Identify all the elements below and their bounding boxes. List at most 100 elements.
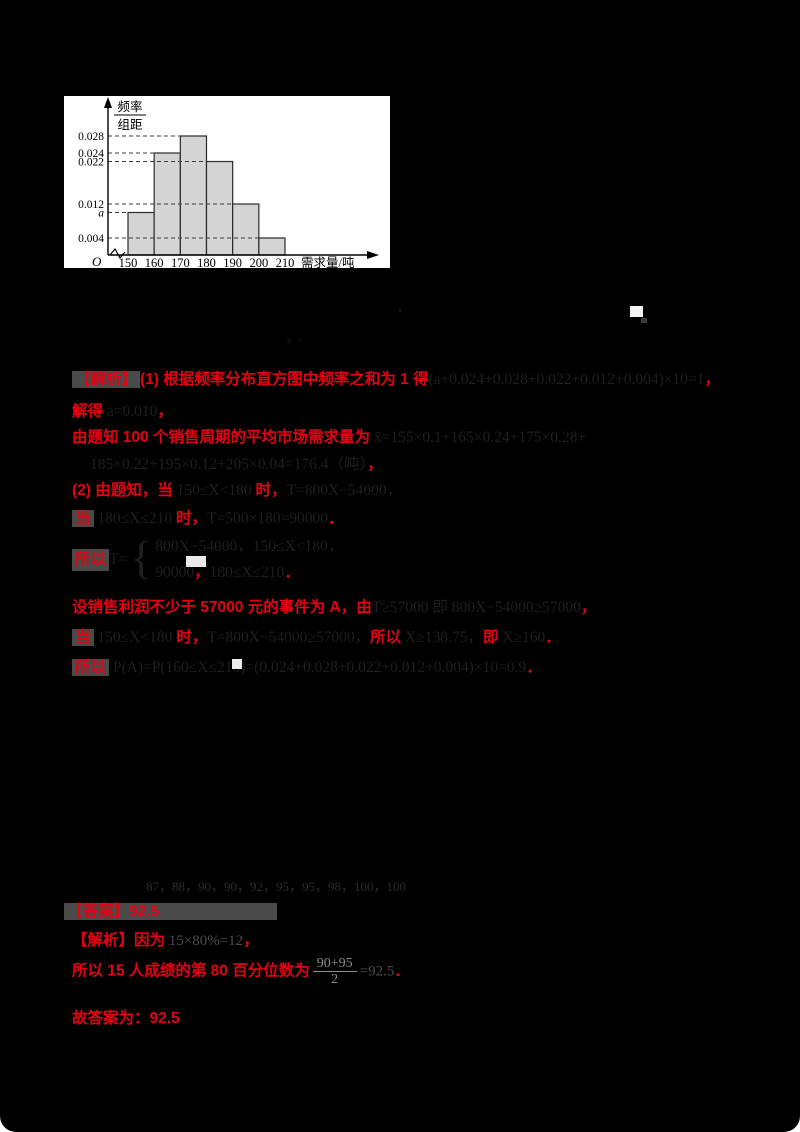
- text-segment: ，: [580, 599, 597, 616]
- x-axis-tick-label: 200: [249, 256, 268, 268]
- histogram-panel: 0.028 0.024 0.022 0.012 a 0.004 150 160 170 180 19…: [64, 96, 390, 268]
- histogram-bar: [127, 211, 155, 256]
- y-axis-tick-label: 0.022: [78, 157, 104, 169]
- text-segment: 87，88，90，90，92，95，95，98，100，100: [146, 879, 407, 894]
- text-segment: ，: [194, 564, 210, 581]
- text-segment: 【解析】: [72, 371, 141, 388]
- text-segment: 15×80%=12: [165, 933, 244, 949]
- faint-xbar-artifact: x̄ =: [286, 333, 304, 348]
- text-segment: 由题知 100 个销售周期的平均市场需求量为: [72, 429, 370, 446]
- fraction-denominator: 2: [331, 972, 339, 987]
- text-segment: ，: [704, 371, 721, 388]
- text-segment: 当: [72, 510, 94, 527]
- white-blob-artifact: [186, 556, 206, 567]
- text-segment: 90000: [155, 564, 195, 581]
- text-segment: ，: [243, 932, 259, 949]
- text-segment: 180≤X≤210: [93, 510, 176, 527]
- faint-glyph-artifact: ▪: [398, 303, 403, 317]
- text-segment: 【答案】92.5: [64, 903, 278, 920]
- axis-break-squiggle: [109, 247, 126, 260]
- text-segment: ．: [545, 629, 561, 646]
- piecewise-brace: {: [130, 532, 153, 583]
- text-segment: 150≤X<180: [93, 629, 177, 646]
- solution-line: 【解析】因为 15×80%=12，: [72, 930, 259, 952]
- y-axis-tick-label: 0.012: [78, 199, 104, 211]
- x-axis-arrow: [367, 251, 379, 259]
- text-segment: ．: [394, 962, 410, 980]
- text-segment: 【解析】因为: [72, 932, 166, 949]
- solution-line: 由题知 100 个销售周期的平均市场需求量为 x̄=155×0.1+165×0.…: [72, 427, 586, 449]
- text-segment: ，: [367, 456, 383, 473]
- solution-line: 【答案】92.5: [64, 901, 278, 923]
- solution-line: 故答案为：92.5: [72, 1008, 180, 1030]
- white-blob-artifact-2: [232, 659, 242, 669]
- text-segment: 150≤X<180，: [252, 538, 344, 555]
- text-segment: 180≤X≤210: [209, 564, 285, 581]
- solution-line: 设销售利润不少于 57000 元的事件为 A，由T≥57000 即 800X−5…: [72, 597, 596, 619]
- solution-line: (2) 由题知，当 150≤X<180 时，T=800X−54000，: [72, 480, 402, 502]
- fraction-numerator: 90+95: [312, 956, 357, 972]
- x-axis-tick-label: 180: [197, 256, 216, 268]
- y-axis-arrow: [104, 97, 112, 108]
- text-segment: X≥138.75，: [401, 629, 483, 646]
- text-segment: 所以: [72, 659, 110, 676]
- text-segment: 时，: [175, 510, 207, 527]
- text-segment: =92.5: [359, 963, 395, 980]
- text-segment: 所以: [72, 549, 110, 571]
- text-segment: (1) 根据频率分布直方图中频率之和为 1 得: [140, 371, 429, 388]
- text-segment: 解得: [72, 403, 104, 420]
- histogram-bar: [179, 135, 208, 256]
- histogram-bar: [205, 160, 234, 256]
- text-segment: 时，: [255, 482, 287, 499]
- x-axis-title: 需求量/吨: [301, 256, 355, 268]
- solution-line: 所以 P(A)=P(160≤X≤210)=(0.024+0.028+0.022+…: [72, 657, 542, 679]
- text-segment: T=500×180=90000: [207, 510, 328, 527]
- solution-line: 当 180≤X≤210 时，T=500×180=90000．: [72, 508, 343, 530]
- y-axis-tick-label: 0.004: [78, 233, 104, 245]
- text-segment: ，: [157, 403, 173, 420]
- histogram-bar: [258, 237, 286, 256]
- white-square-artifact: [630, 306, 643, 317]
- text-segment: 设销售利润不少于 57000 元的事件为 A，由: [72, 599, 372, 616]
- solution-line: 【解析】 (1) 根据频率分布直方图中频率之和为 1 得(a+0.024+0.02…: [72, 369, 720, 391]
- solution-line: 185×0.22+195×0.12+205×0.04=176.4（吨），: [90, 454, 383, 476]
- solution-line: 所以 T={800X−54000，150≤X<180， 90000，180≤X≤2…: [72, 534, 343, 586]
- text-segment: 所以: [370, 629, 402, 646]
- x-axis-tick-label: 150: [119, 256, 138, 268]
- text-segment: 所以 15 人成绩的第 80 百分位数为: [72, 962, 310, 980]
- solution-line: 解得 a=0.010，: [72, 401, 173, 423]
- x-axis-tick-label: 160: [145, 256, 164, 268]
- text-segment: T=: [109, 551, 128, 568]
- text-segment: 时，: [176, 629, 208, 646]
- text-segment: T≥57000 即 800X−54000≥57000: [371, 599, 581, 616]
- solution-line: 所以 15 人成绩的第 80 百分位数为 90+95 2 =92.5．: [72, 956, 410, 987]
- y-axis-tick-label: a: [98, 208, 104, 220]
- y-axis-tick-label: 0.028: [78, 131, 104, 143]
- text-segment: 故答案为：92.5: [72, 1010, 180, 1027]
- x-axis-tick-label: 210: [276, 256, 295, 268]
- text-segment: ．: [284, 564, 300, 581]
- text-segment: a=0.010: [103, 403, 158, 420]
- text-segment: ．: [526, 659, 542, 676]
- piecewise-rows: 800X−54000，150≤X<180， 90000，180≤X≤210．: [155, 534, 343, 586]
- histogram-bar: [232, 203, 260, 256]
- y-axis-title-numerator: 频率: [117, 99, 142, 114]
- gray-dot-artifact: [641, 318, 647, 323]
- text-segment: P(A)=P(160≤X≤210)=(0.024+0.028+0.022+0.0…: [109, 659, 527, 676]
- x-axis-tick-label: 170: [171, 256, 190, 268]
- text-segment: X≥160: [498, 629, 546, 646]
- text-segment: 150≤X<180: [172, 482, 256, 499]
- x-axis-tick-label: 190: [223, 256, 242, 268]
- y-axis-tick-label: 0.024: [78, 148, 104, 160]
- text-segment: (2) 由题知，当: [72, 482, 173, 499]
- text-segment: T=800X−54000≥57000，: [207, 629, 371, 646]
- solution-line: 当 150≤X<180 时，T=800X−54000≥57000，所以 X≥13…: [72, 627, 561, 649]
- piecewise-row: 800X−54000，150≤X<180，: [155, 534, 343, 560]
- fraction: 90+95 2: [312, 956, 357, 987]
- origin-label: O: [92, 254, 102, 268]
- text-segment: 185×0.22+195×0.12+205×0.04=176.4（吨）: [90, 456, 368, 473]
- text-segment: 即: [482, 629, 499, 646]
- piecewise-row: 90000，180≤X≤210．: [155, 560, 343, 586]
